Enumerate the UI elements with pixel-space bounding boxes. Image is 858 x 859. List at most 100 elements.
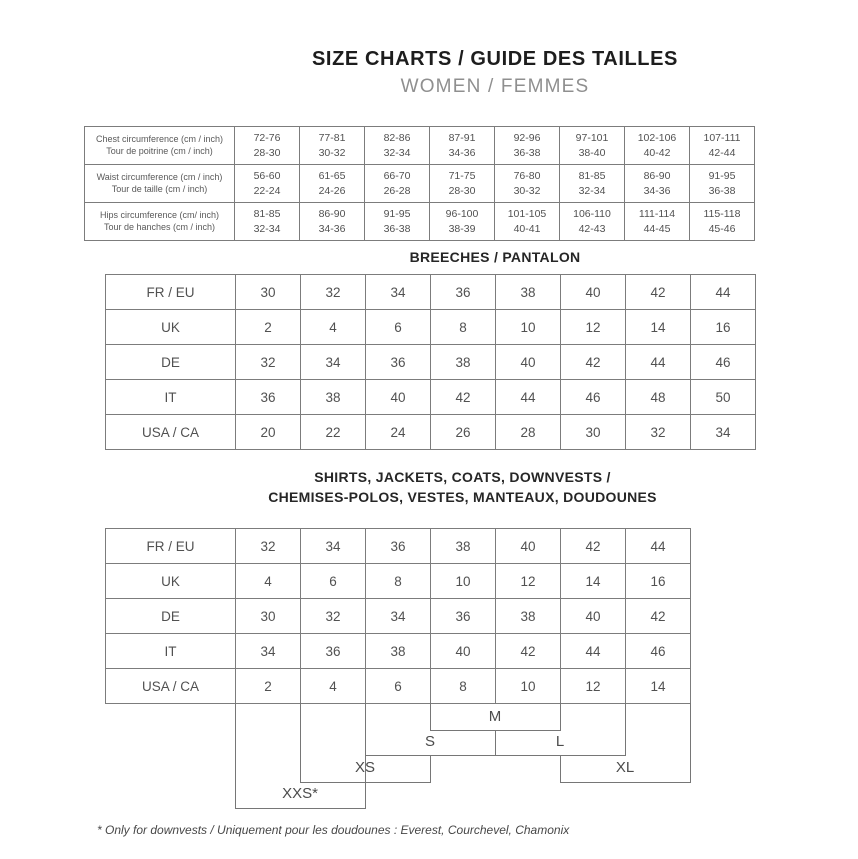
row-label: FR / EU: [105, 274, 236, 310]
row-label: UK: [105, 309, 236, 345]
label-en: Chest circumference (cm / inch): [95, 134, 224, 144]
size-cell: 20: [235, 414, 301, 450]
cm-range: 115-118: [703, 207, 741, 220]
size-cell: 36: [430, 274, 496, 310]
cm-range: 56-60: [253, 169, 281, 182]
size-bracket-label-xxs: XXS*: [282, 785, 318, 802]
bracket-line: [495, 730, 496, 755]
cm-range: 107-111: [703, 131, 741, 144]
cm-range: 66-70: [383, 169, 411, 182]
size-cell: 34: [300, 528, 366, 564]
bracket-line-xl: [560, 782, 691, 783]
size-cell: 46: [560, 379, 626, 415]
row-label: Hips circumference (cm/ inch) Tour de ha…: [84, 202, 235, 241]
label-fr: Tour de hanches (cm / inch): [103, 221, 216, 232]
measure-cell: 86-90 34-36: [299, 202, 365, 241]
shirts-title-line2: CHEMISES-POLOS, VESTES, MANTEAUX, DOUDOU…: [268, 489, 657, 505]
bracket-line-m: [430, 730, 561, 731]
bracket-line: [625, 703, 626, 755]
measure-cell: 71-75 28-30: [429, 164, 495, 203]
size-cell: 4: [300, 668, 366, 704]
size-cell: 34: [300, 344, 366, 380]
size-cell: 34: [365, 598, 431, 634]
measure-cell: 101-105 40-41: [494, 202, 560, 241]
size-cell: 30: [235, 598, 301, 634]
bracket-line: [430, 755, 431, 782]
size-cell: 38: [495, 274, 561, 310]
size-cell: 34: [690, 414, 756, 450]
inch-range: 42-43: [578, 222, 606, 235]
table-row: IT 34 36 38 40 42 44 46: [105, 633, 691, 669]
size-cell: 42: [430, 379, 496, 415]
measure-cell: 76-80 30-32: [494, 164, 560, 203]
inch-range: 34-36: [318, 222, 346, 235]
cm-range: 101-105: [507, 207, 547, 220]
size-cell: 28: [495, 414, 561, 450]
row-label: USA / CA: [105, 668, 236, 704]
table-row: Waist circumference (cm / inch) Tour de …: [84, 164, 755, 203]
row-label: UK: [105, 563, 236, 599]
label-fr: Tour de poitrine (cm / inch): [106, 145, 213, 156]
size-cell: 42: [625, 274, 691, 310]
size-cell: 44: [560, 633, 626, 669]
inch-range: 34-36: [643, 184, 671, 197]
measure-cell: 97-101 38-40: [559, 126, 625, 165]
cm-range: 77-81: [318, 131, 346, 144]
measure-cell: 86-90 34-36: [624, 164, 690, 203]
measure-cell: 91-95 36-38: [364, 202, 430, 241]
size-cell: 48: [625, 379, 691, 415]
row-label: USA / CA: [105, 414, 236, 450]
size-cell: 12: [560, 309, 626, 345]
size-cell: 36: [430, 598, 496, 634]
cm-range: 86-90: [318, 207, 346, 220]
size-cell: 32: [625, 414, 691, 450]
row-label: IT: [105, 379, 236, 415]
size-cell: 8: [430, 309, 496, 345]
measure-cell: 82-86 32-34: [364, 126, 430, 165]
row-label: Chest circumference (cm / inch) Tour de …: [84, 126, 235, 165]
measure-cell: 77-81 30-32: [299, 126, 365, 165]
cm-range: 91-95: [708, 169, 736, 182]
size-cell: 4: [300, 309, 366, 345]
size-cell: 40: [430, 633, 496, 669]
size-cell: 40: [365, 379, 431, 415]
measure-cell: 107-111 42-44: [689, 126, 755, 165]
size-cell: 44: [495, 379, 561, 415]
table-row: USA / CA 20 22 24 26 28 30 32 34: [105, 414, 756, 450]
cm-range: 81-85: [253, 207, 281, 220]
measure-cell: 66-70 26-28: [364, 164, 430, 203]
cm-range: 97-101: [575, 131, 609, 144]
cm-range: 72-76: [253, 131, 281, 144]
bracket-line-xxs: [235, 808, 366, 809]
measure-cell: 115-118 45-46: [689, 202, 755, 241]
inch-range: 28-30: [253, 146, 281, 159]
page-subtitle: WOMEN / FEMMES: [400, 76, 590, 97]
size-cell: 50: [690, 379, 756, 415]
size-cell: 6: [365, 668, 431, 704]
inch-range: 22-24: [253, 184, 281, 197]
breeches-size-table: FR / EU 30 32 34 36 38 40 42 44 UK 2 4 6…: [105, 274, 756, 450]
row-label: IT: [105, 633, 236, 669]
label-en: Hips circumference (cm/ inch): [99, 210, 220, 220]
size-cell: 38: [300, 379, 366, 415]
inch-range: 40-41: [513, 222, 541, 235]
inch-range: 42-44: [708, 146, 736, 159]
cm-range: 96-100: [445, 207, 479, 220]
size-cell: 24: [365, 414, 431, 450]
size-bracket-label-xl: XL: [615, 759, 635, 776]
size-cell: 32: [300, 598, 366, 634]
table-row: Chest circumference (cm / inch) Tour de …: [84, 126, 755, 165]
size-cell: 44: [625, 344, 691, 380]
shirts-size-table: FR / EU 32 34 36 38 40 42 44 UK 4 6 8 10…: [105, 528, 691, 704]
breeches-section-title: BREECHES / PANTALON: [409, 249, 581, 265]
bracket-line: [690, 703, 691, 782]
size-cell: 14: [625, 309, 691, 345]
inch-range: 28-30: [448, 184, 476, 197]
size-bracket-label-s: S: [424, 733, 435, 750]
measure-cell: 111-114 44-45: [624, 202, 690, 241]
size-cell: 8: [430, 668, 496, 704]
table-row: FR / EU 30 32 34 36 38 40 42 44: [105, 274, 756, 310]
measure-cell: 56-60 22-24: [234, 164, 300, 203]
measure-cell: 92-96 36-38: [494, 126, 560, 165]
inch-range: 30-32: [513, 184, 541, 197]
